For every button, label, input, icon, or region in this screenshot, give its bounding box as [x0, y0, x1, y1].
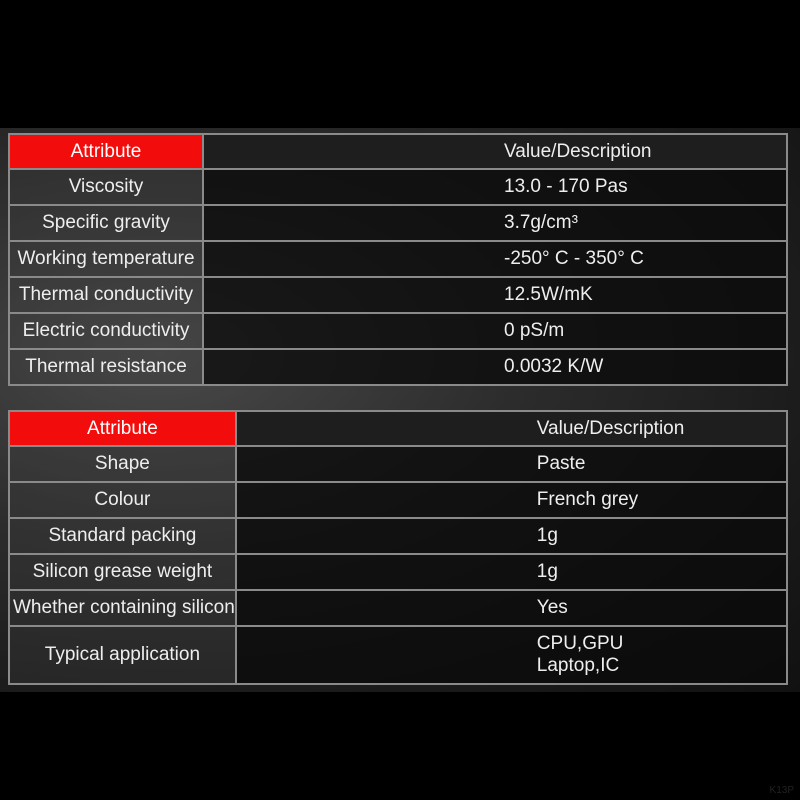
value-cell: 3.7g/cm³ [202, 204, 788, 242]
table-header: Attribute Value/Description [8, 133, 788, 170]
attribute-cell: Viscosity [8, 168, 204, 206]
attribute-cell: Thermal conductivity [8, 276, 204, 314]
watermark: K13P [769, 785, 794, 796]
value-cell: 1g [234, 517, 789, 555]
table-row: Silicon grease weight 1g [8, 553, 789, 591]
attribute-cell: Colour [8, 481, 237, 519]
table-row: Whether containing silicon Yes [8, 589, 789, 627]
table-header: Attribute Value/Description [8, 410, 789, 447]
table-row: Typical application CPU,GPU Laptop,IC [8, 625, 789, 685]
value-cell: French grey [234, 481, 789, 519]
value-cell: Paste [234, 445, 789, 483]
value-cell: 13.0 - 170 Pas [202, 168, 788, 206]
table-row: Working temperature -250° C - 350° C [8, 240, 788, 278]
table-row: Standard packing 1g [8, 517, 789, 555]
table-row: Colour French grey [8, 481, 789, 519]
table-row: Electric conductivity 0 pS/m [8, 312, 788, 350]
header-attribute: Attribute [8, 133, 204, 170]
table-row: Thermal conductivity 12.5W/mK [8, 276, 788, 314]
attribute-cell: Thermal resistance [8, 348, 204, 386]
value-cell: CPU,GPU Laptop,IC [234, 625, 789, 685]
table-row: Shape Paste [8, 445, 789, 483]
value-cell: 1g [234, 553, 789, 591]
attribute-cell: Typical application [8, 625, 237, 685]
value-line: CPU,GPU [536, 633, 624, 654]
table-row: Thermal resistance 0.0032 K/W [8, 348, 788, 386]
attribute-cell: Specific gravity [8, 204, 204, 242]
value-cell: Yes [234, 589, 789, 627]
header-attribute: Attribute [8, 410, 237, 447]
header-value: Value/Description [202, 133, 788, 170]
attribute-cell: Whether containing silicon [8, 589, 237, 627]
value-line: Laptop,IC [536, 655, 620, 676]
value-cell: -250° C - 350° C [202, 240, 788, 278]
spec-table-general: Attribute Value/Description Shape Paste C… [8, 410, 789, 685]
table-row: Viscosity 13.0 - 170 Pas [8, 168, 788, 206]
table-row: Specific gravity 3.7g/cm³ [8, 204, 788, 242]
value-cell: 0.0032 K/W [202, 348, 788, 386]
attribute-cell: Working temperature [8, 240, 204, 278]
attribute-cell: Silicon grease weight [8, 553, 237, 591]
value-cell: 12.5W/mK [202, 276, 788, 314]
header-value: Value/Description [234, 410, 789, 447]
spec-table-thermal: Attribute Value/Description Viscosity 13.… [8, 133, 788, 386]
value-cell: 0 pS/m [202, 312, 788, 350]
attribute-cell: Electric conductivity [8, 312, 204, 350]
attribute-cell: Standard packing [8, 517, 237, 555]
attribute-cell: Shape [8, 445, 237, 483]
